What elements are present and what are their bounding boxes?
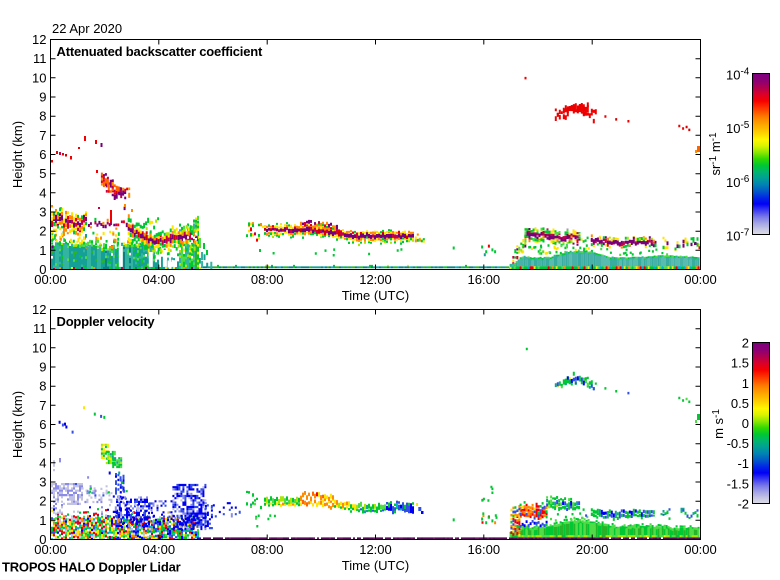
svg-text:7: 7 [39,398,46,413]
svg-text:08:00: 08:00 [251,272,284,287]
svg-text:12: 12 [32,302,46,317]
svg-text:1.5: 1.5 [731,356,749,371]
svg-text:8: 8 [39,379,46,394]
svg-text:Doppler velocity: Doppler velocity [57,314,156,329]
svg-text:6: 6 [39,147,46,162]
svg-text:0: 0 [39,262,46,277]
svg-text:2: 2 [39,224,46,239]
svg-text:-2: -2 [737,497,749,512]
svg-text:08:00: 08:00 [251,542,284,557]
svg-text:1: 1 [39,513,46,528]
svg-text:12:00: 12:00 [359,542,392,557]
svg-text:0.5: 0.5 [731,396,749,411]
svg-text:Height (km): Height (km) [10,391,25,458]
svg-text:00:00: 00:00 [34,542,67,557]
svg-text:-1.5: -1.5 [727,476,749,491]
svg-text:4: 4 [39,185,46,200]
svg-text:00:00: 00:00 [684,542,717,557]
svg-text:9: 9 [39,360,46,375]
svg-text:16:00: 16:00 [468,272,501,287]
svg-text:10: 10 [32,70,46,85]
svg-text:11: 11 [33,51,47,66]
svg-text:1: 1 [39,243,46,258]
svg-text:0: 0 [39,532,46,547]
svg-text:Time (UTC): Time (UTC) [342,288,409,303]
svg-text:Time (UTC): Time (UTC) [342,558,409,573]
svg-text:-1: -1 [737,456,749,471]
svg-text:4: 4 [39,455,46,470]
svg-text:5: 5 [39,436,46,451]
svg-text:Height (km): Height (km) [10,121,25,188]
svg-text:04:00: 04:00 [143,542,176,557]
svg-text:3: 3 [39,205,46,220]
svg-text:00:00: 00:00 [684,272,717,287]
svg-text:5: 5 [39,166,46,181]
svg-text:16:00: 16:00 [468,542,501,557]
svg-text:2: 2 [39,494,46,509]
svg-text:11: 11 [33,321,47,336]
svg-text:Attenuated backscatter coeffic: Attenuated backscatter coefficient [57,44,263,59]
svg-text:9: 9 [39,90,46,105]
svg-text:6: 6 [39,417,46,432]
svg-text:04:00: 04:00 [143,272,176,287]
svg-text:7: 7 [39,128,46,143]
svg-text:8: 8 [39,109,46,124]
svg-text:12: 12 [32,32,46,47]
svg-text:20:00: 20:00 [576,272,609,287]
svg-text:1: 1 [742,376,749,391]
svg-text:00:00: 00:00 [34,272,67,287]
svg-text:TROPOS HALO Doppler Lidar: TROPOS HALO Doppler Lidar [2,560,181,575]
svg-text:20:00: 20:00 [576,542,609,557]
svg-text:12:00: 12:00 [359,272,392,287]
svg-text:10: 10 [32,340,46,355]
svg-text:3: 3 [39,475,46,490]
svg-text:0: 0 [742,416,749,431]
svg-text:22 Apr 2020: 22 Apr 2020 [52,21,122,36]
svg-text:-0.5: -0.5 [727,436,749,451]
svg-text:2: 2 [742,336,749,351]
